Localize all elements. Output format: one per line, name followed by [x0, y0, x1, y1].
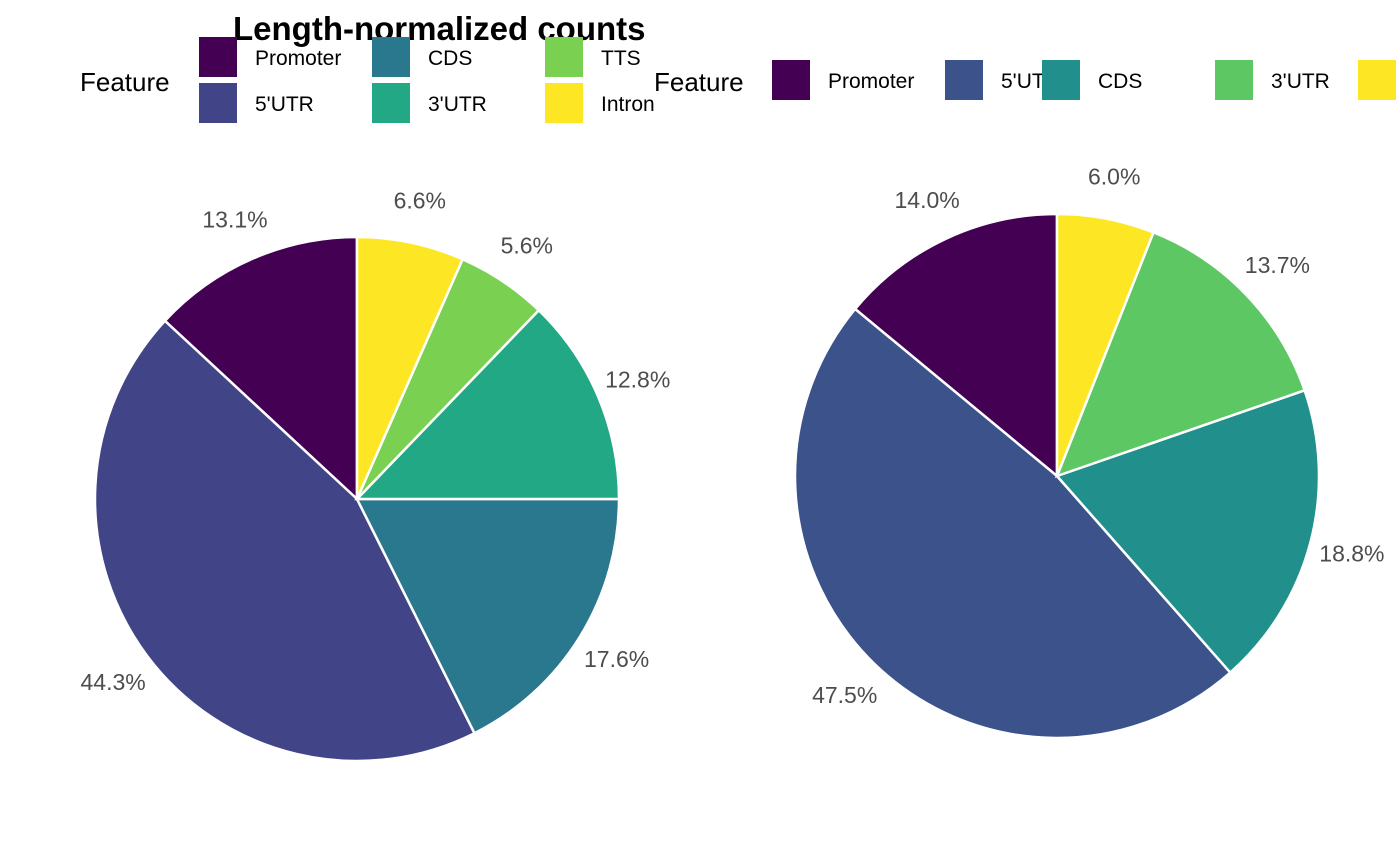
pie-slices	[793, 212, 1321, 740]
slice-5utr	[93, 319, 477, 763]
slice-5utr	[793, 307, 1233, 740]
label-promoter: 13.1%	[202, 207, 267, 233]
legend-swatch	[545, 37, 583, 77]
label-cds: 17.6%	[584, 646, 649, 672]
chart-title: Length-normalized counts	[233, 10, 646, 47]
legend-item-3utr: 3'UTR	[1215, 60, 1330, 100]
legend-item-promoter: Promoter	[199, 37, 341, 77]
label-3utr: 13.7%	[1245, 252, 1310, 278]
legend-label: 3'UTR	[1271, 70, 1330, 93]
legend-label: 3'UTR	[428, 93, 487, 116]
pie-slices	[93, 235, 621, 763]
legend-swatch	[1215, 60, 1253, 100]
legend-item-cds: CDS	[1042, 60, 1142, 100]
legend-swatch	[199, 37, 237, 77]
slice-intron	[355, 235, 465, 500]
slice-3utr	[1054, 230, 1307, 479]
legend-label: TTS	[601, 47, 641, 70]
legend-item-intron: Intron	[545, 83, 655, 123]
slice-3utr	[354, 308, 621, 501]
legend-item-intron: Intron	[1358, 60, 1396, 100]
legend-title: Feature	[80, 67, 170, 97]
legend-label: CDS	[428, 47, 472, 70]
legend-item-cds: CDS	[372, 37, 472, 77]
legend-swatch	[372, 37, 410, 77]
slice-cds	[354, 497, 621, 735]
legend-swatch	[199, 83, 237, 123]
slice-intron	[1055, 212, 1156, 477]
label-intron: 6.6%	[394, 188, 446, 214]
legend-label: Promoter	[828, 70, 914, 93]
legend-label: Intron	[601, 93, 655, 116]
label-3utr: 12.8%	[605, 367, 670, 393]
left-pie-panel: Length-normalized counts Feature Promote…	[80, 10, 670, 763]
label-intron: 6.0%	[1088, 163, 1140, 189]
slice-cds	[1054, 388, 1321, 675]
legend-swatch	[545, 83, 583, 123]
label-cds: 18.8%	[1319, 541, 1384, 567]
legend-label: Promoter	[255, 47, 341, 70]
legend-title: Feature	[654, 67, 744, 97]
legend-label: CDS	[1098, 70, 1142, 93]
legend-swatch	[1042, 60, 1080, 100]
legend-swatch	[1358, 60, 1396, 100]
legend-label: 5'UTR	[255, 93, 314, 116]
legend-item-5utr: 5'UTR	[199, 83, 314, 123]
slice-promoter	[853, 212, 1059, 479]
label-5utr: 47.5%	[812, 682, 877, 708]
legend: Promoter 5'UTR CDS 3'UTR TTS Intron	[199, 37, 655, 123]
legend-swatch	[372, 83, 410, 123]
pie-labels: 13.1% 44.3% 17.6% 12.8% 5.6% 6.6%	[80, 188, 670, 696]
label-5utr: 44.3%	[80, 669, 145, 695]
legend-swatch	[945, 60, 983, 100]
label-promoter: 14.0%	[894, 187, 959, 213]
pie-labels: 14.0% 47.5% 18.8% 13.7% 6.0%	[812, 163, 1384, 708]
legend-item-tts: TTS	[545, 37, 641, 77]
slice-promoter	[163, 235, 359, 502]
legend-item-3utr: 3'UTR	[372, 83, 487, 123]
legend-item-promoter: Promoter	[772, 60, 914, 100]
legend-swatch	[772, 60, 810, 100]
label-tts: 5.6%	[501, 233, 553, 259]
